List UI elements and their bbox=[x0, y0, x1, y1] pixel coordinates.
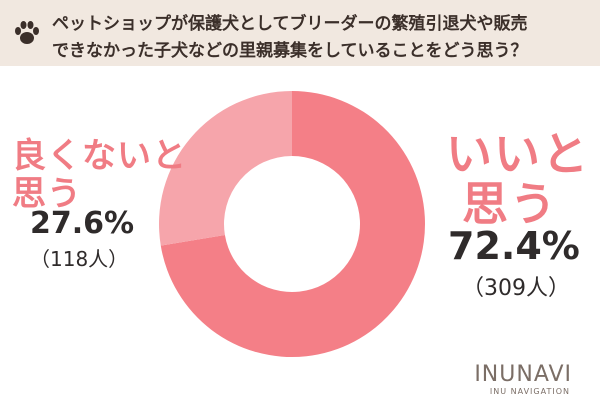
positive-label-line1: いいと bbox=[446, 127, 590, 181]
negative-percent: 27.6% bbox=[30, 206, 135, 241]
negative-label-line2: 思う bbox=[12, 174, 82, 214]
negative-count: （118人） bbox=[30, 247, 129, 271]
positive-count: （309人） bbox=[462, 276, 570, 301]
question-line-1: ペットショップが保護犬としてブリーダーの繁殖引退犬や販売 bbox=[52, 14, 528, 34]
question-line-2: できなかった子犬などの里親募集をしていることをどう思う？ bbox=[52, 41, 528, 61]
positive-percent: 72.4% bbox=[448, 224, 580, 268]
brand-logo: INUNAVI bbox=[474, 362, 572, 387]
slice-positive bbox=[160, 91, 426, 357]
positive-label-line2: 思う bbox=[462, 177, 558, 231]
paw-icon bbox=[15, 21, 39, 44]
negative-label-line1: 良くないと bbox=[12, 136, 187, 176]
brand-subtitle: INU NAVIGATION bbox=[489, 387, 570, 396]
question-header: ペットショップが保護犬としてブリーダーの繁殖引退犬や販売 できなかった子犬などの… bbox=[0, 0, 600, 66]
slice-negative bbox=[158, 91, 292, 246]
